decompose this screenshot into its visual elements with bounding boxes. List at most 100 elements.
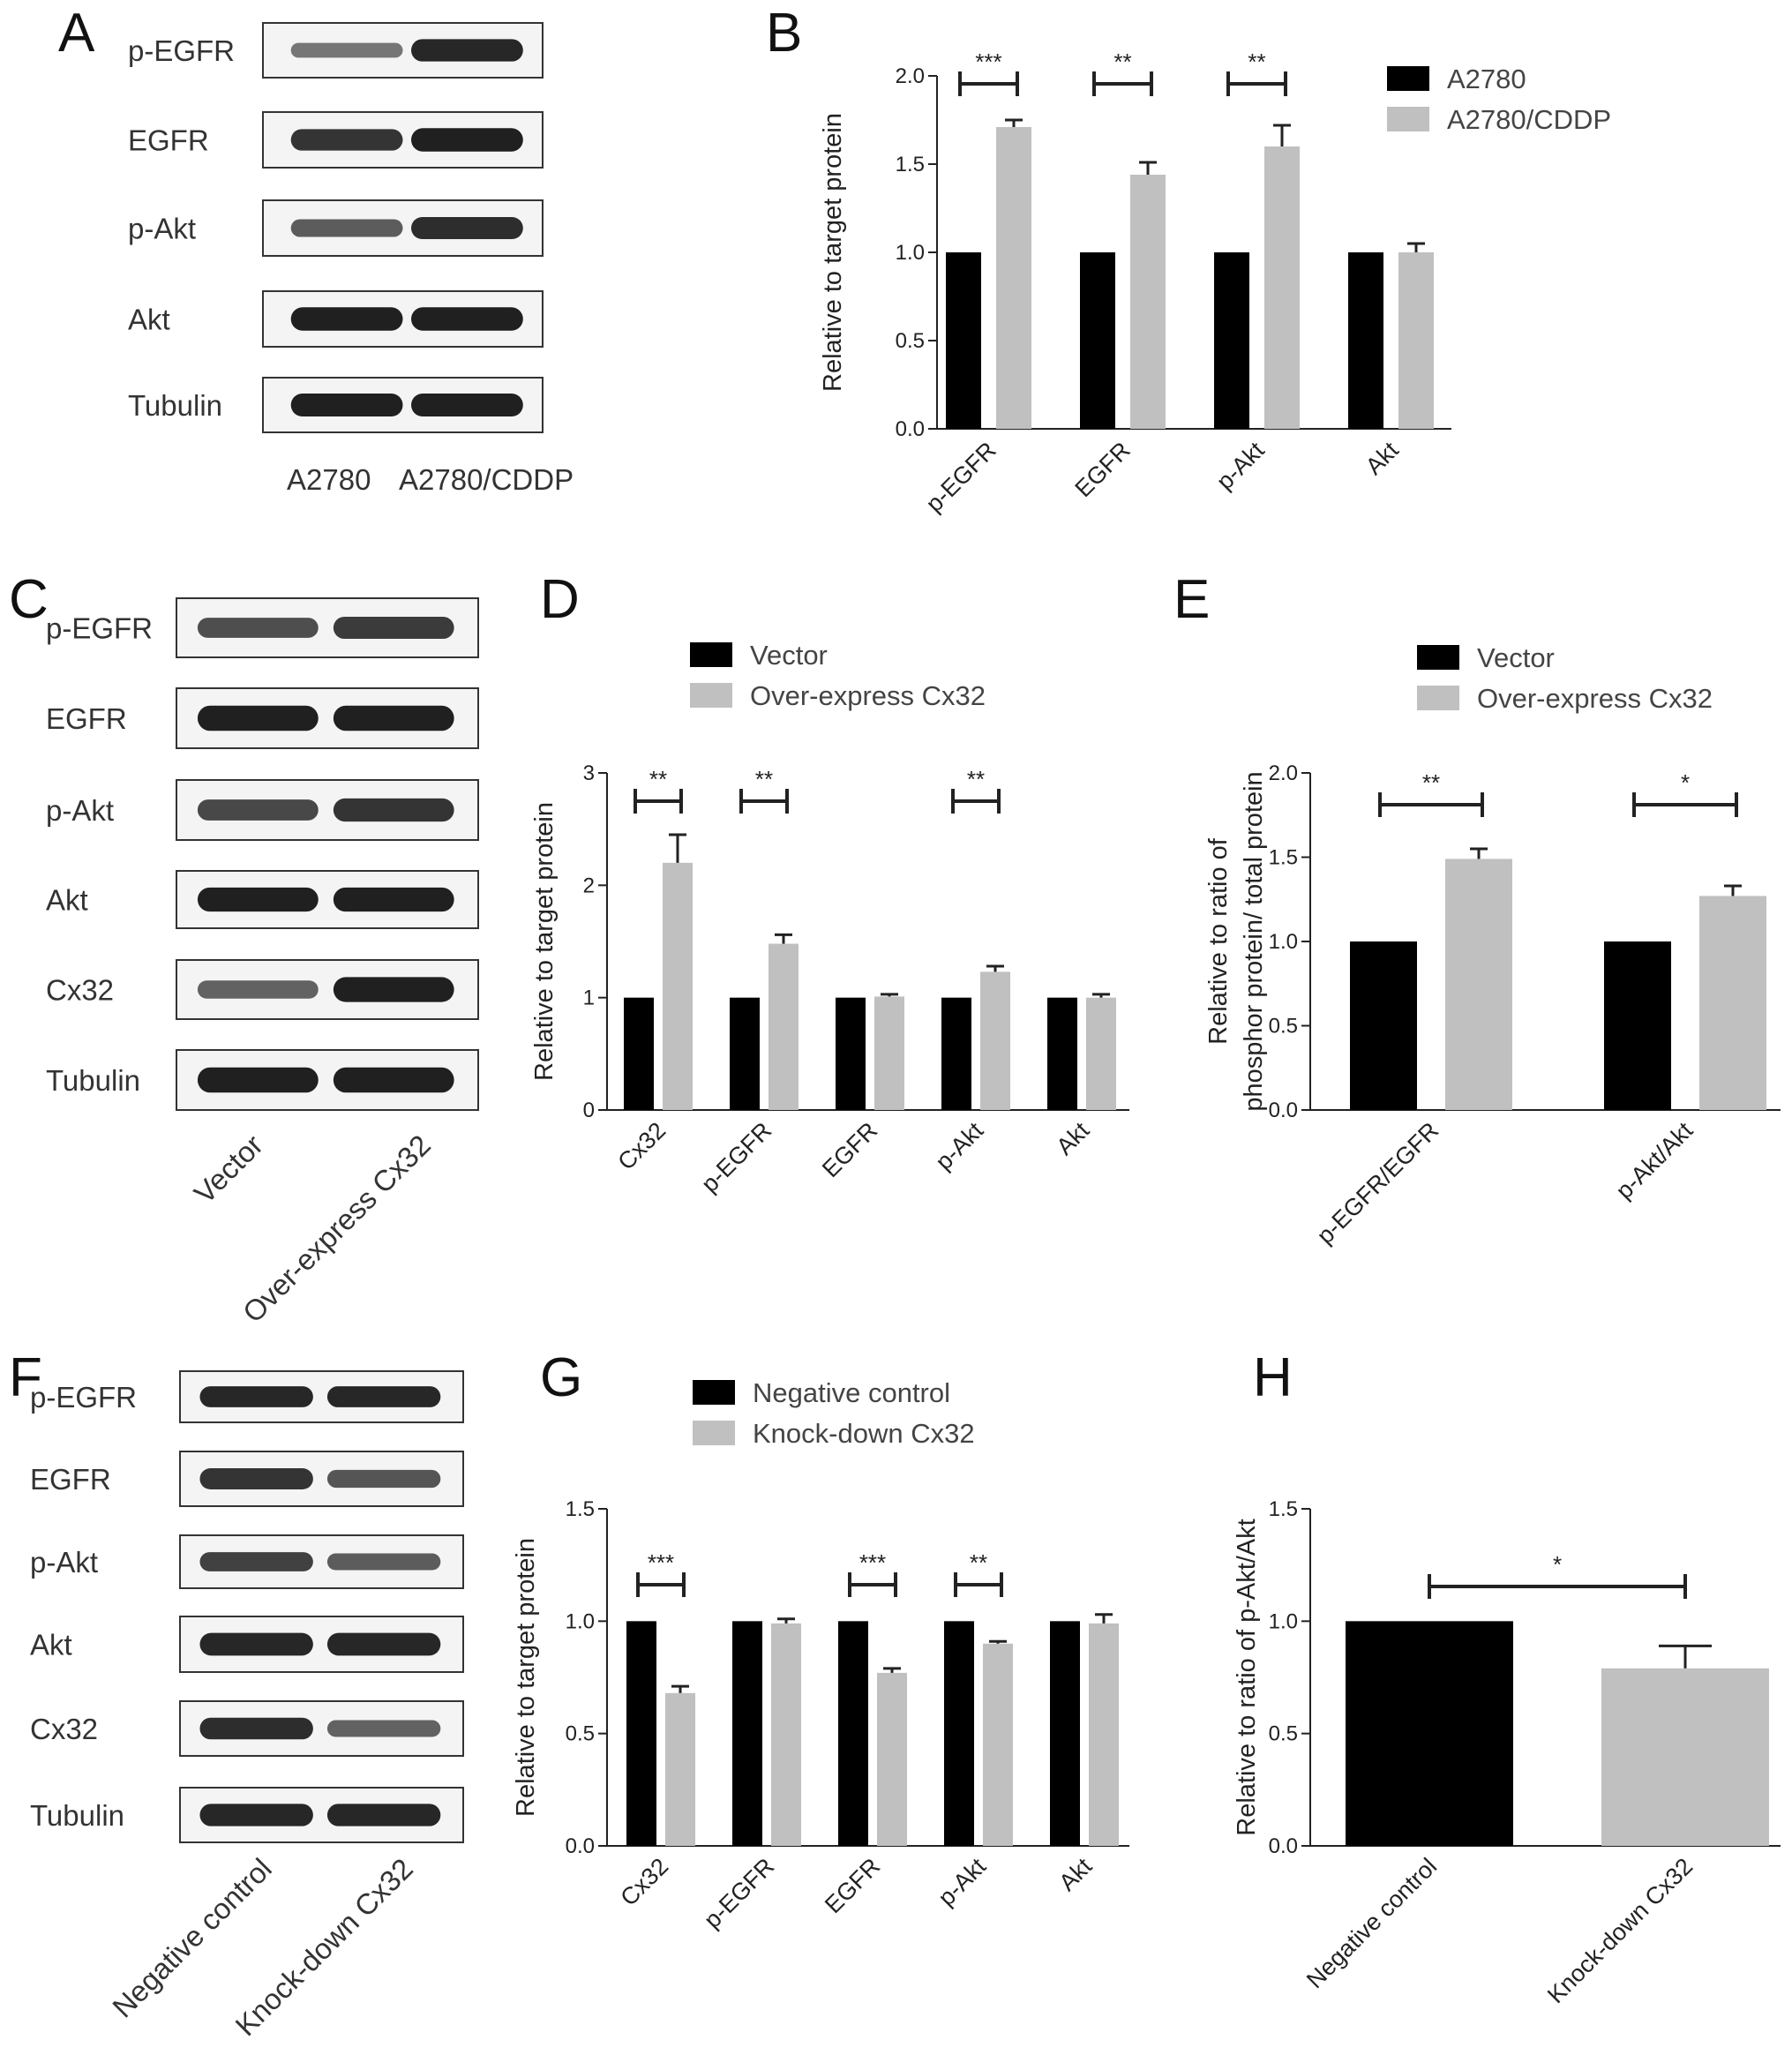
blot-band-cx32-lane-1 bbox=[199, 1717, 313, 1740]
bar-cx32-vector bbox=[624, 997, 654, 1110]
y-tick-label: 0.0 bbox=[566, 1834, 595, 1858]
y-axis-title: Relative to target protein bbox=[819, 113, 847, 392]
y-tick-label: 1.5 bbox=[1269, 846, 1298, 870]
blot-band-akt-lane-1 bbox=[199, 1632, 313, 1656]
blot-row-label: Cx32 bbox=[46, 974, 114, 1007]
category-label: p-Akt bbox=[1211, 437, 1270, 495]
bar-cx32-negative-control bbox=[626, 1621, 656, 1846]
category-label: Akt bbox=[1051, 1117, 1094, 1160]
bar-cx32-knock-down-cx32 bbox=[665, 1692, 695, 1846]
bar-p-akt-akt-over-express-cx32 bbox=[1699, 896, 1766, 1110]
blot-row-label: EGFR bbox=[46, 702, 127, 735]
y-tick-label: 1.5 bbox=[896, 153, 925, 176]
y-tick-label: 1.0 bbox=[1269, 1609, 1298, 1633]
bar-chart-d: 0 1 2 3 Relative to target protein Cx32 ** p-EG… bbox=[530, 640, 1129, 1197]
legend-label: Vector bbox=[1477, 642, 1555, 673]
blot-band-egfr-lane-1 bbox=[197, 705, 319, 731]
blot-band-p-egfr-lane-1 bbox=[197, 618, 319, 638]
bar-p-egfr-vector bbox=[730, 997, 760, 1110]
category-label: EGFR bbox=[817, 1117, 882, 1182]
blot-band-cx32-lane-1 bbox=[197, 980, 319, 999]
significance-stars: * bbox=[1681, 769, 1690, 796]
significance-stars: *** bbox=[648, 1549, 674, 1576]
y-axis-title: Relative to ratio of p-Akt/Akt bbox=[1233, 1519, 1261, 1835]
bar-p-egfr-over-express-cx32 bbox=[769, 943, 799, 1110]
bar-p-akt-over-express-cx32 bbox=[980, 971, 1010, 1110]
blot-lane-label: Over-express Cx32 bbox=[236, 1129, 437, 1329]
category-label: Knock-down Cx32 bbox=[1542, 1853, 1698, 2008]
significance-stars: ** bbox=[967, 766, 985, 792]
legend-swatch-vector bbox=[1417, 645, 1459, 670]
blot-band-egfr-lane-2 bbox=[411, 128, 523, 152]
blot-band-egfr-lane-2 bbox=[326, 1469, 441, 1489]
bar-egfr-knock-down-cx32 bbox=[877, 1672, 907, 1846]
blot-band-cx32-lane-2 bbox=[333, 977, 454, 1002]
blot-row-label: p-Akt bbox=[30, 1546, 98, 1579]
panel-letter-a: A bbox=[58, 3, 95, 64]
y-tick-label: 0.0 bbox=[1269, 1834, 1298, 1858]
bar-negative-control bbox=[1346, 1621, 1513, 1846]
bar-chart-b: 0.0 0.5 1.0 1.5 2.0 Relative to target protei… bbox=[819, 49, 1611, 517]
blot-row-label: Tubulin bbox=[46, 1064, 140, 1097]
significance-stars: ** bbox=[1113, 49, 1131, 75]
bar-p-egfr-knock-down-cx32 bbox=[771, 1623, 801, 1846]
bar-egfr-a2780-cddp bbox=[1130, 175, 1166, 429]
y-tick-label: 3 bbox=[583, 761, 595, 785]
blot-lane-label: A2780 bbox=[287, 463, 371, 496]
bar-p-egfr-a2780-cddp bbox=[996, 127, 1031, 429]
panel-letter-c: C bbox=[9, 569, 49, 630]
legend-swatch-knock-down-cx32 bbox=[693, 1421, 735, 1445]
bar-p-akt-akt-vector bbox=[1604, 941, 1671, 1110]
category-label: EGFR bbox=[820, 1853, 885, 1918]
legend-label: Over-express Cx32 bbox=[750, 680, 986, 711]
y-tick-label: 2.0 bbox=[1269, 761, 1298, 785]
bar-egfr-a2780 bbox=[1080, 252, 1115, 429]
bar-p-akt-a2780-cddp bbox=[1264, 146, 1300, 429]
legend-swatch-a2780 bbox=[1387, 66, 1429, 91]
bar-akt-negative-control bbox=[1050, 1621, 1080, 1846]
category-label: Cx32 bbox=[612, 1117, 671, 1175]
significance-stars: ** bbox=[1248, 49, 1265, 75]
y-tick-label: 1 bbox=[583, 986, 595, 1010]
category-label: Akt bbox=[1361, 437, 1404, 480]
blot-band-p-egfr-lane-2 bbox=[326, 1386, 441, 1407]
blot-row-label: Akt bbox=[128, 304, 170, 336]
bar-cx32-over-express-cx32 bbox=[663, 862, 693, 1110]
category-label: p-EGFR bbox=[696, 1117, 776, 1197]
significance-stars: *** bbox=[859, 1549, 886, 1576]
category-label: p-EGFR bbox=[921, 437, 1001, 517]
significance-stars: ** bbox=[970, 1549, 987, 1576]
y-tick-label: 0.5 bbox=[1269, 1722, 1298, 1746]
panel-letter-d: D bbox=[540, 569, 580, 630]
blot-row-label: Tubulin bbox=[128, 389, 222, 422]
y-tick-label: 2.0 bbox=[896, 64, 925, 88]
y-axis-title-line-2: phosphor protein/ total protein bbox=[1240, 771, 1268, 1111]
y-axis-title: Relative to target protein bbox=[530, 802, 559, 1081]
bar-egfr-negative-control bbox=[838, 1621, 868, 1846]
significance-stars: * bbox=[1553, 1551, 1562, 1578]
y-tick-label: 1.0 bbox=[1269, 930, 1298, 954]
y-tick-label: 0.5 bbox=[896, 329, 925, 353]
category-label: p-Akt bbox=[930, 1117, 988, 1175]
blot-band-tubulin-lane-2 bbox=[333, 1067, 454, 1093]
bar-akt-a2780-cddp bbox=[1398, 252, 1434, 429]
blot-band-akt-lane-2 bbox=[411, 307, 523, 331]
blot-lane-label: A2780/CDDP bbox=[399, 463, 574, 496]
legend-label: Over-express Cx32 bbox=[1477, 683, 1713, 714]
bar-p-akt-vector bbox=[941, 997, 971, 1110]
bar-egfr-over-express-cx32 bbox=[874, 996, 904, 1110]
bar-chart-e: 0.0 0.5 1.0 1.5 2.0 Relative to ratio of phosp… bbox=[1204, 642, 1781, 1249]
panel-letter-f: F bbox=[9, 1347, 42, 1408]
blot-band-p-egfr-lane-2 bbox=[411, 39, 523, 62]
blot-band-p-akt-lane-1 bbox=[199, 1552, 313, 1571]
blot-row-label: p-Akt bbox=[128, 213, 196, 245]
blot-band-p-akt-lane-1 bbox=[197, 799, 319, 821]
blot-band-p-akt-lane-2 bbox=[333, 798, 454, 822]
blot-band-akt-lane-2 bbox=[326, 1632, 441, 1656]
y-axis-title: Relative to target protein bbox=[512, 1538, 540, 1817]
legend-swatch-negative-control bbox=[693, 1380, 735, 1405]
bar-akt-knock-down-cx32 bbox=[1089, 1623, 1119, 1846]
blot-row-label: p-EGFR bbox=[30, 1381, 137, 1414]
